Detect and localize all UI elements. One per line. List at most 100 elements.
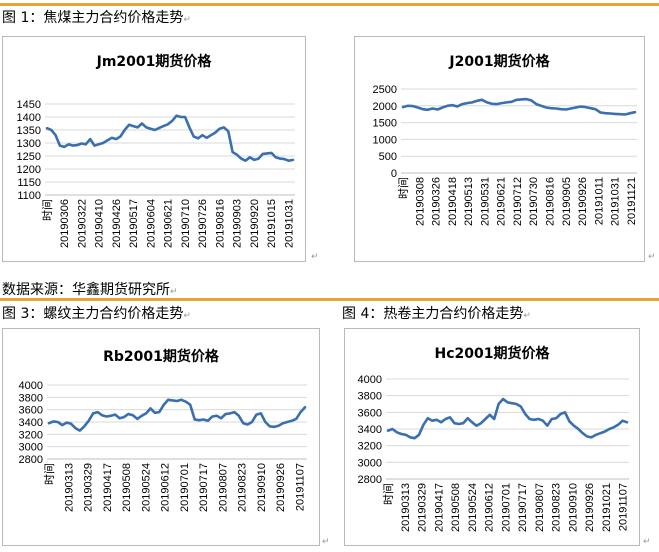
x-tick-label: 20190730 [528, 177, 540, 226]
y-tick-label: 1450 [17, 99, 41, 111]
chart-title: Hc2001期货价格 [434, 346, 550, 362]
x-tick-label: 20190612 [484, 483, 496, 532]
x-tick-label: 20190322 [76, 199, 88, 248]
paragraph-mark-icon: ↵ [170, 287, 178, 297]
x-tick-label: 20190920 [249, 199, 261, 248]
x-tick-label: 20190417 [102, 463, 114, 512]
x-tick-label: 20190313 [63, 463, 75, 512]
y-tick-label: 3400 [358, 424, 382, 436]
x-tick-label: 20190313 [400, 483, 412, 532]
j2001-chart-panel: J2001期货价格 0 500 1000 1500 2000 2500 时间 20190308… [354, 36, 645, 262]
y-tick-label: 2000 [373, 101, 397, 113]
x-tick-label: 20190612 [160, 463, 172, 512]
x-tick-label: 20190524 [140, 463, 152, 512]
x-tick-label: 20191015 [266, 199, 278, 248]
x-tick-label: 20190306 [59, 199, 71, 248]
y-tick-label: 3400 [19, 417, 43, 429]
y-tick-label: 500 [379, 151, 397, 163]
x-tick-label: 时间 [382, 483, 395, 505]
x-tick-label: 20190910 [567, 483, 579, 532]
y-tick-label: 3000 [19, 442, 43, 454]
x-tick-label: 20190712 [512, 177, 524, 226]
x-tick-label: 20190926 [584, 483, 596, 532]
figure-3-caption-text: 图 3：螺纹主力合约价格走势 [2, 306, 184, 322]
y-tick-label: 3200 [358, 441, 382, 453]
x-tick-label: 20190329 [83, 463, 95, 512]
price-series-line [386, 397, 629, 440]
x-tick-label: 20191021 [601, 483, 613, 532]
paragraph-mark-icon: ↵ [183, 15, 191, 25]
y-tick-label: 3200 [19, 429, 43, 441]
paragraph-mark-icon: ↵ [648, 252, 656, 262]
y-tick-label: 2800 [358, 474, 382, 486]
chart-title: J2001期货价格 [449, 54, 550, 70]
chart-title: Jm2001期货价格 [96, 54, 212, 70]
x-tick-label: 20190717 [517, 483, 529, 532]
paragraph-mark-icon: ↵ [183, 311, 191, 321]
paragraph-mark-icon: ↵ [322, 537, 330, 547]
x-tick-label: 20190621 [163, 199, 175, 248]
x-tick-label: 20190910 [256, 463, 268, 512]
x-tick-label: 20190816 [544, 177, 556, 226]
j2001-chart: 0 500 1000 1500 2000 2500 时间 20190308 20190326 20… [373, 84, 638, 226]
x-tick-label: 20190329 [417, 483, 429, 532]
y-tick-label: 3000 [358, 457, 382, 469]
top-rule [0, 3, 659, 6]
y-tick-label: 1500 [373, 118, 397, 130]
hc2001-chart-panel: Hc2001期货价格 2800 3000 3200 3400 3600 3800 4000 时… [344, 328, 640, 546]
figure-1-caption-text: 图 1：焦煤主力合约价格走势 [2, 10, 184, 26]
hc2001-chart: 2800 3000 3200 3400 3600 3800 4000 时间 20190313 20… [358, 374, 630, 532]
y-tick-label: 1150 [17, 177, 41, 189]
y-tick-label: 1100 [17, 190, 41, 202]
y-tick-label: 1400 [17, 112, 41, 124]
x-tick-label: 时间 [43, 463, 56, 485]
x-tick-label: 20190701 [500, 483, 512, 532]
y-tick-label: 0 [391, 168, 397, 180]
x-tick-label: 20191031 [610, 177, 622, 226]
x-tick-label: 20190710 [180, 199, 192, 248]
chart-title: Rb2001期货价格 [103, 349, 219, 365]
x-tick-label: 20190604 [145, 199, 157, 248]
y-tick-label: 3600 [19, 405, 43, 417]
y-tick-label: 1000 [373, 134, 397, 146]
price-series-line [47, 398, 307, 432]
price-series-line [45, 114, 295, 162]
x-tick-label: 20191107 [294, 463, 306, 511]
x-tick-label: 20190717 [198, 463, 210, 512]
x-tick-label: 20190823 [237, 463, 249, 512]
x-tick-label: 20190807 [534, 483, 546, 532]
y-tick-label: 2500 [373, 84, 397, 96]
rb2001-chart-panel: Rb2001期货价格 2800 3000 3200 3400 3600 3800 4000 时… [2, 328, 320, 546]
x-tick-label: 20190926 [577, 177, 589, 226]
x-tick-label: 20190531 [479, 177, 491, 226]
y-tick-label: 2800 [19, 454, 43, 466]
y-tick-label: 1350 [17, 125, 41, 137]
source-caption-text: 数据来源：华鑫期货研究所 [2, 282, 170, 298]
x-tick-label: 20190508 [121, 463, 133, 512]
x-tick-label: 20190410 [94, 199, 106, 248]
x-tick-label: 20190823 [551, 483, 563, 532]
x-tick-label: 时间 [397, 177, 410, 199]
y-tick-label: 3600 [358, 407, 382, 419]
x-tick-label: 20190426 [111, 199, 123, 248]
x-tick-label: 20190816 [214, 199, 226, 248]
x-tick-label: 20191031 [283, 199, 295, 248]
y-tick-label: 3800 [358, 391, 382, 403]
x-tick-label: 20190903 [232, 199, 244, 248]
x-tick-label: 20190726 [197, 199, 209, 248]
figure-4-caption: 图 4：热卷主力合约价格走势↵ [342, 305, 531, 325]
x-tick-label: 20191011 [593, 177, 605, 225]
source-caption: 数据来源：华鑫期货研究所↵ [2, 281, 178, 301]
figure-1-caption: 图 1：焦煤主力合约价格走势↵ [2, 9, 191, 29]
middle-rule [0, 298, 659, 301]
x-tick-label: 时间 [41, 199, 54, 221]
y-tick-label: 1200 [17, 164, 41, 176]
x-tick-label: 20190701 [179, 463, 191, 512]
x-tick-label: 20190807 [217, 463, 229, 512]
y-tick-label: 1300 [17, 138, 41, 150]
x-tick-label: 20190513 [463, 177, 475, 226]
paragraph-mark-icon: ↵ [643, 537, 651, 547]
x-tick-label: 20190621 [496, 177, 508, 226]
figure-3-caption: 图 3：螺纹主力合约价格走势↵ [2, 305, 191, 325]
x-tick-label: 20190524 [467, 483, 479, 532]
